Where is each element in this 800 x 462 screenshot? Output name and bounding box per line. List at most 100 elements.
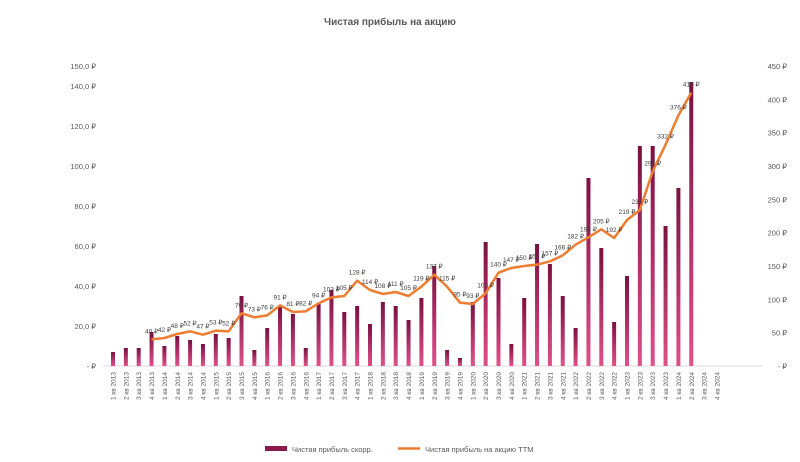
bar [239, 296, 244, 366]
line-data-labels: 40 ₽42 ₽48 ₽52 ₽47 ₽53 ₽52 ₽79 ₽73 ₽76 ₽… [145, 81, 701, 336]
y-right-tick-label: 300 ₽ [768, 162, 788, 171]
line-data-label: 52 ₽ [222, 319, 236, 327]
x-tick-label: 3 кв 2014 [188, 372, 195, 400]
bar [625, 276, 629, 366]
x-tick-label: 3 кв 2020 [496, 372, 503, 400]
line-data-label: 95 ₽ [453, 291, 467, 299]
line-data-label: 119 ₽ [413, 275, 430, 283]
bar [522, 298, 527, 366]
bar [535, 244, 540, 366]
x-tick-label: 4 кв 2019 [457, 372, 464, 400]
x-tick-label: 1 кв 2015 [213, 372, 220, 400]
x-tick-label: 2 кв 2013 [123, 372, 130, 400]
bar [265, 328, 270, 366]
x-tick-label: 3 кв 2019 [445, 372, 452, 400]
bar [303, 348, 308, 366]
bar [650, 146, 655, 366]
bar [637, 146, 642, 366]
bar [355, 306, 360, 366]
line-data-label: 82 ₽ [299, 299, 313, 307]
x-tick-label: 1 кв 2020 [470, 372, 477, 400]
x-tick-label: 4 кв 2021 [560, 372, 567, 400]
bar [573, 328, 578, 366]
line-data-label: 157 ₽ [542, 249, 560, 257]
x-tick-label: 4 кв 2020 [509, 372, 516, 400]
line-data-label: 103 ₽ [323, 285, 341, 293]
line-data-label: 47 ₽ [196, 323, 210, 331]
line-data-label: 73 ₽ [248, 305, 262, 313]
x-tick-label: 3 кв 2013 [136, 372, 143, 400]
line-data-label: 150 ₽ [516, 254, 534, 262]
line-data-label: 93 ₽ [466, 292, 480, 300]
bar [111, 352, 115, 366]
bar [368, 324, 372, 366]
bar [136, 348, 141, 366]
line-data-label: 137 ₽ [426, 263, 444, 271]
y-left-tick-label: 40,0 ₽ [75, 282, 97, 291]
y-right-tick-label: 400 ₽ [768, 95, 788, 104]
y-right-tick-label: 350 ₽ [768, 129, 788, 138]
bar [380, 302, 385, 366]
x-tick-label: 3 кв 2024 [702, 372, 709, 400]
x-tick-label: 3 кв 2022 [599, 372, 606, 400]
bar [432, 266, 437, 366]
bar [496, 278, 501, 366]
bar [560, 296, 565, 366]
x-tick-label: 1 кв 2017 [316, 372, 323, 400]
x-tick-label: 3 кв 2021 [547, 372, 554, 400]
line-data-label: 140 ₽ [490, 261, 508, 269]
bar [689, 82, 694, 366]
line-data-label: 105 ₽ [336, 284, 354, 292]
bar [599, 248, 604, 366]
line-data-label: 76 ₽ [261, 303, 275, 311]
x-tick-label: 4 кв 2016 [303, 372, 310, 400]
bar [290, 314, 295, 366]
bar [445, 350, 450, 366]
bar [547, 264, 552, 366]
legend-swatch-bar [265, 446, 287, 451]
x-tick-label: 1 кв 2023 [625, 372, 632, 400]
line-data-label: 128 ₽ [349, 269, 367, 277]
x-tick-label: 3 кв 2023 [650, 372, 657, 400]
bar-series [111, 82, 694, 366]
legend-label-line: Чистая прибыль на акцию TTM [425, 445, 534, 454]
line-data-label: 376 ₽ [670, 103, 688, 111]
x-tick-label: 2 кв 2021 [535, 372, 542, 400]
line-series [151, 92, 693, 341]
bar [123, 348, 128, 366]
x-tick-label: 2 кв 2023 [637, 372, 644, 400]
y-left-tick-label: 80,0 ₽ [75, 202, 97, 211]
y-left-tick-label: 150,0 ₽ [70, 62, 96, 71]
bar [213, 334, 218, 366]
bar [470, 302, 475, 366]
y-left-tick-label: - ₽ [87, 362, 97, 371]
bar [200, 344, 205, 366]
line-data-label: 166 ₽ [554, 243, 572, 251]
x-tick-label: 4 кв 2015 [252, 372, 259, 400]
x-tick-label: 1 кв 2021 [522, 372, 529, 400]
x-tick-label: 2 кв 2015 [226, 372, 233, 400]
y-axis-right: - ₽ 50 ₽ 100 ₽ 150 ₽ 200 ₽ 250 ₽ 300 ₽ 350 ₽ 400… [768, 62, 788, 371]
x-tick-label: 2 кв 2022 [586, 372, 593, 400]
x-tick-label: 4 кв 2013 [149, 372, 156, 400]
line-data-label: 205 ₽ [593, 217, 611, 225]
y-right-tick-label: 50 ₽ [772, 329, 787, 338]
bar [342, 312, 347, 366]
line-data-label: 48 ₽ [171, 322, 185, 330]
x-tick-label: 2 кв 2020 [483, 372, 490, 400]
line-data-label: 182 ₽ [567, 233, 585, 241]
line-data-label: 332 ₽ [657, 133, 675, 141]
bar [188, 340, 193, 366]
line-data-label: 40 ₽ [145, 327, 159, 335]
x-tick-label: 3 кв 2016 [290, 372, 297, 400]
line-data-label: 81 ₽ [286, 300, 300, 308]
chart-title: Чистая прибыль на акцию [324, 16, 456, 28]
line-data-label: 108 ₽ [374, 282, 392, 290]
bar [316, 304, 321, 366]
line-data-label: 94 ₽ [312, 291, 326, 299]
y-left-tick-label: 120,0 ₽ [70, 122, 96, 131]
x-tick-label: 4 кв 2017 [355, 372, 362, 400]
x-tick-label: 1 кв 2014 [162, 372, 169, 400]
y-right-tick-label: 100 ₽ [768, 295, 788, 304]
line-data-label: 292 ₽ [644, 159, 662, 167]
